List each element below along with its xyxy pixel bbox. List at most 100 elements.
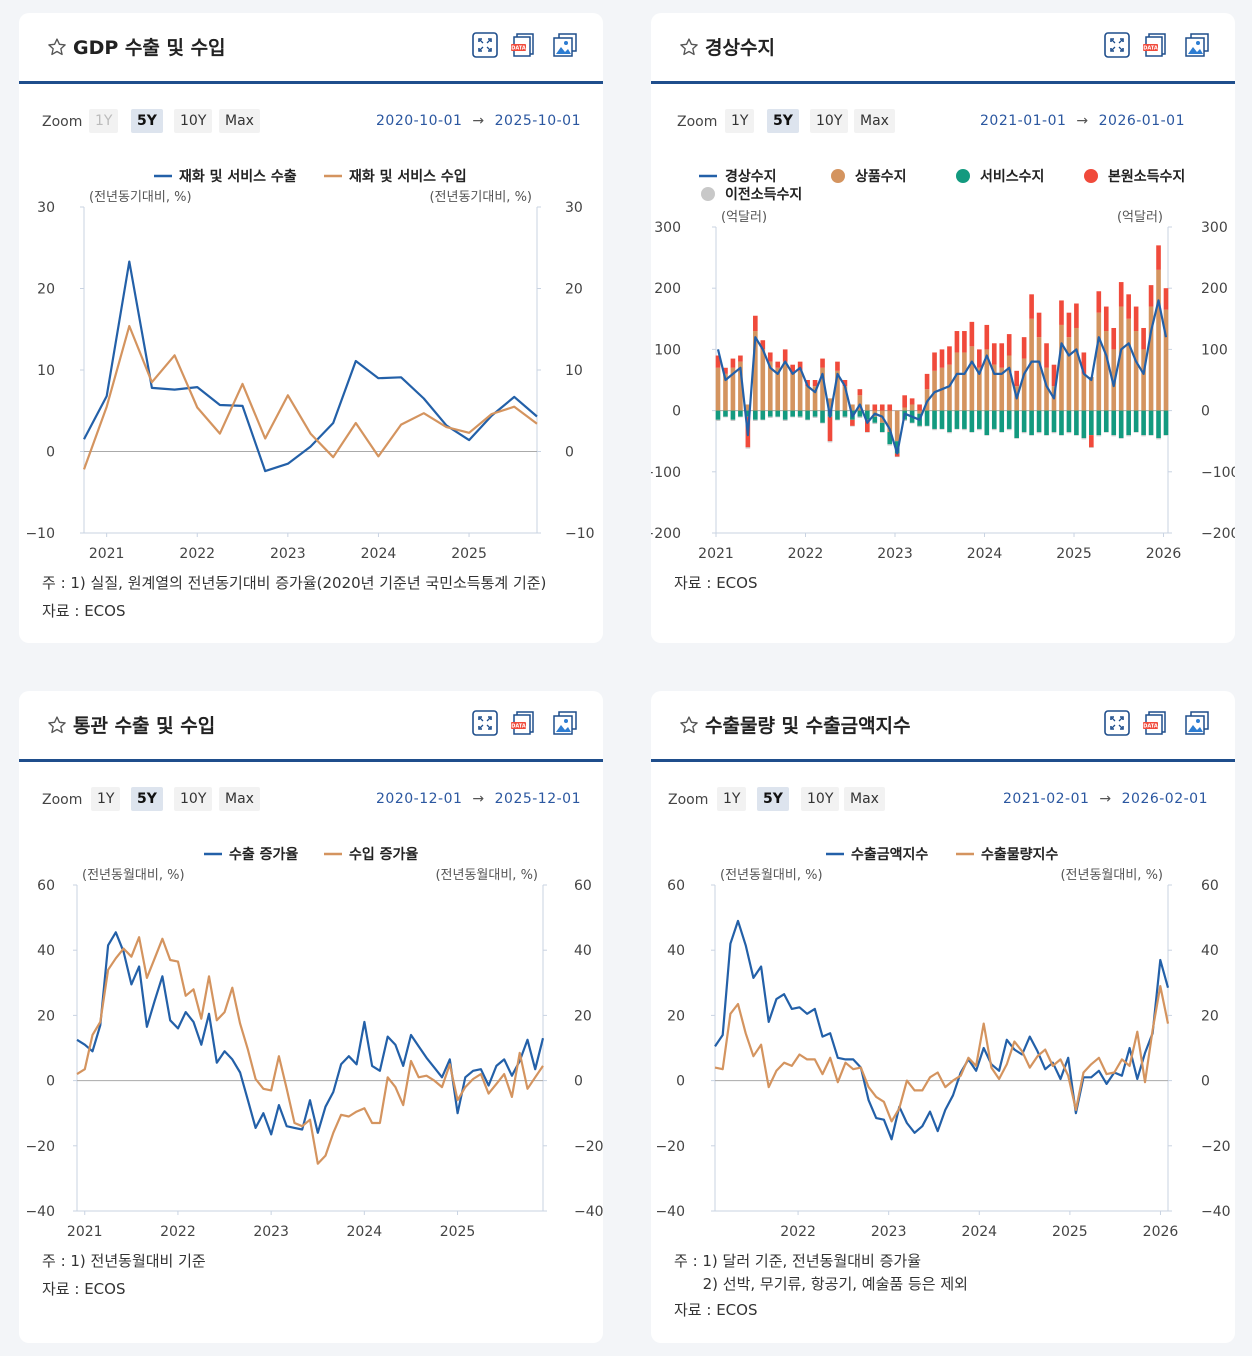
y-tick-label-right: −40: [574, 1204, 603, 1220]
date-range[interactable]: 2021-02-01 → 2026-02-01: [1003, 791, 1208, 807]
zoom-5y-button[interactable]: 5Y: [131, 787, 163, 811]
bar-서비스수지: [969, 410, 975, 433]
bar-이전소득수지: [1051, 432, 1057, 434]
chart-card-customs-trade: 통관 수출 및 수입 DATA Zoom 1Y 5Y 10Y Max 2020-…: [19, 691, 603, 1343]
zoom-label: Zoom: [668, 792, 709, 808]
bar-이전소득수지: [805, 419, 810, 421]
y-tick-label-right: 200: [1201, 281, 1228, 297]
bar-이전소득수지: [715, 419, 721, 422]
zoom-1y-button[interactable]: 1Y: [91, 787, 121, 811]
range-end[interactable]: 2025-10-01: [494, 113, 581, 129]
x-tick-label: 2025: [1056, 546, 1092, 562]
bar-서비스수지: [1103, 410, 1109, 433]
zoom-10y-button[interactable]: 10Y: [810, 109, 849, 133]
data-download-icon[interactable]: DATA: [1142, 32, 1168, 58]
bar-상품수지: [932, 370, 937, 411]
zoom-10y-button[interactable]: 10Y: [174, 109, 213, 133]
image-download-icon[interactable]: [552, 32, 578, 58]
zoom-max-button[interactable]: Max: [219, 787, 260, 811]
y-tick-label-right: 0: [1201, 1074, 1210, 1090]
bar-서비스수지: [984, 410, 990, 436]
y-tick-label-left: −10: [25, 526, 55, 542]
date-range[interactable]: 2020-10-01 → 2025-10-01: [376, 113, 581, 129]
bar-이전소득수지: [872, 422, 878, 425]
date-range[interactable]: 2020-12-01 → 2025-12-01: [376, 791, 581, 807]
bar-이전소득수지: [999, 432, 1005, 433]
card-title: GDP 수출 및 수입: [73, 37, 226, 59]
range-start[interactable]: 2021-01-01: [980, 113, 1067, 129]
bar-이전소득수지: [723, 416, 728, 418]
bar-본원소득수지: [805, 380, 810, 387]
bar-이전소득수지: [1096, 435, 1102, 437]
bar-상품수지: [1156, 269, 1161, 411]
y-tick-label-left: 0: [46, 1074, 55, 1090]
bar-서비스수지: [939, 410, 945, 429]
y-tick-label-right: 60: [1201, 878, 1219, 894]
range-end[interactable]: 2025-12-01: [494, 791, 581, 807]
bar-서비스수지: [954, 410, 960, 429]
bar-상품수지: [865, 404, 870, 411]
bar-본원소득수지: [932, 352, 937, 371]
y-tick-label-right: −20: [574, 1139, 603, 1155]
expand-icon[interactable]: [472, 32, 498, 58]
star-outline-icon[interactable]: [47, 715, 67, 735]
bar-본원소득수지: [1006, 334, 1012, 356]
y-tick-label-right: 0: [1201, 404, 1210, 420]
zoom-5y-button[interactable]: 5Y: [767, 109, 799, 133]
bar-본원소득수지: [954, 331, 960, 353]
x-tick-label: 2026: [1146, 546, 1182, 562]
bar-본원소득수지: [775, 361, 781, 368]
image-download-icon[interactable]: [552, 710, 578, 736]
zoom-1y-button[interactable]: 1Y: [717, 787, 747, 811]
data-download-icon[interactable]: DATA: [1142, 710, 1168, 736]
y-tick-label-right: 40: [1201, 943, 1219, 959]
date-range[interactable]: 2021-01-01 → 2026-01-01: [980, 113, 1185, 129]
bar-상품수지: [894, 410, 900, 442]
zoom-10y-button[interactable]: 10Y: [801, 787, 840, 811]
bar-이전소득수지: [924, 425, 930, 427]
bar-서비스수지: [715, 410, 721, 420]
y-axis-unit-right: (전년동기대비, %): [429, 190, 532, 205]
bar-서비스수지: [1059, 410, 1064, 436]
data-download-icon[interactable]: DATA: [510, 710, 536, 736]
zoom-5y-button[interactable]: 5Y: [131, 109, 163, 133]
range-end[interactable]: 2026-01-01: [1098, 113, 1185, 129]
image-download-icon[interactable]: [1184, 32, 1210, 58]
expand-icon[interactable]: [1104, 710, 1130, 736]
bar-본원소득수지: [1156, 245, 1161, 270]
bar-서비스수지: [812, 410, 818, 417]
y-axis-unit-left: (전년동기대비, %): [89, 190, 192, 205]
zoom-max-button[interactable]: Max: [219, 109, 260, 133]
expand-icon[interactable]: [472, 710, 498, 736]
source-note: 자료 : ECOS: [42, 602, 126, 620]
x-tick-label: 2026: [1143, 1224, 1179, 1240]
bar-본원소득수지: [827, 416, 833, 442]
bar-상품수지: [820, 367, 825, 411]
image-download-icon[interactable]: [1184, 710, 1210, 736]
x-tick-label: 2024: [347, 1224, 383, 1240]
data-download-icon[interactable]: DATA: [510, 32, 536, 58]
y-tick-label-left: 60: [667, 878, 685, 894]
star-outline-icon[interactable]: [47, 37, 67, 57]
x-tick-label: 2025: [1052, 1224, 1088, 1240]
range-start[interactable]: 2021-02-01: [1003, 791, 1090, 807]
zoom-1y-button[interactable]: 1Y: [725, 109, 755, 133]
range-start[interactable]: 2020-10-01: [376, 113, 463, 129]
y-tick-label-left: 200: [654, 281, 681, 297]
bar-이전소득수지: [1111, 435, 1117, 437]
zoom-1y-button[interactable]: 1Y: [89, 109, 119, 133]
zoom-10y-button[interactable]: 10Y: [174, 787, 213, 811]
range-end[interactable]: 2026-02-01: [1121, 791, 1208, 807]
zoom-max-button[interactable]: Max: [844, 787, 885, 811]
bar-본원소득수지: [1081, 352, 1087, 374]
bar-이전소득수지: [1103, 432, 1109, 433]
star-outline-icon[interactable]: [679, 715, 699, 735]
star-outline-icon[interactable]: [679, 37, 699, 57]
expand-icon[interactable]: [1104, 32, 1130, 58]
bar-상품수지: [1089, 376, 1094, 411]
bar-서비스수지: [790, 410, 795, 417]
bar-이전소득수지: [738, 416, 743, 418]
zoom-max-button[interactable]: Max: [854, 109, 895, 133]
range-start[interactable]: 2020-12-01: [376, 791, 463, 807]
zoom-5y-button[interactable]: 5Y: [757, 787, 789, 811]
